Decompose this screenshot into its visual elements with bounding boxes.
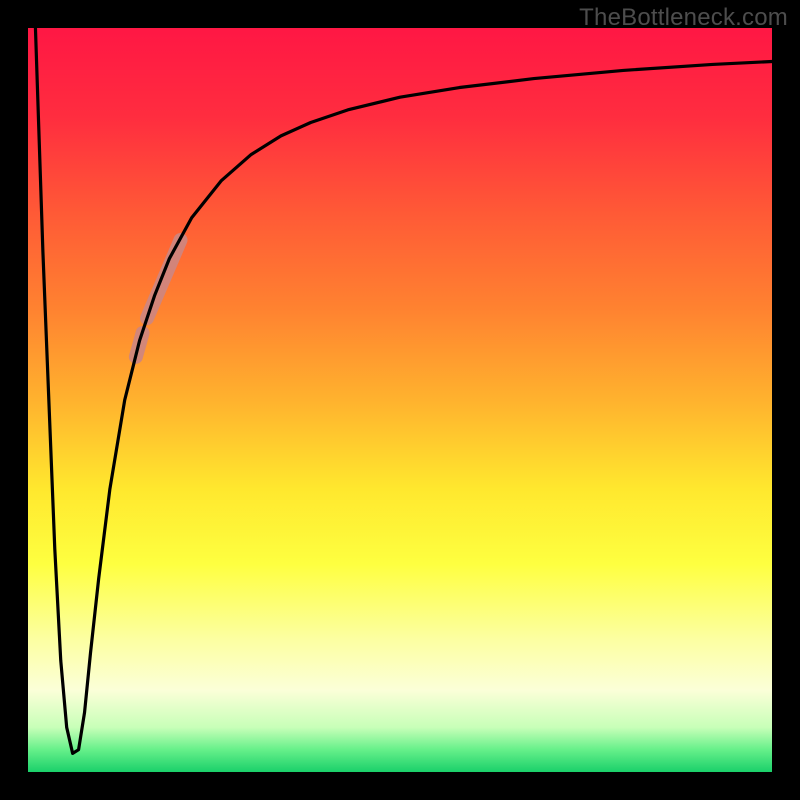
watermark-text: TheBottleneck.com — [579, 4, 788, 32]
bottleneck-chart — [0, 0, 800, 800]
chart-container: { "watermark": { "text": "TheBottleneck.… — [0, 0, 800, 800]
plot-area — [28, 28, 772, 772]
